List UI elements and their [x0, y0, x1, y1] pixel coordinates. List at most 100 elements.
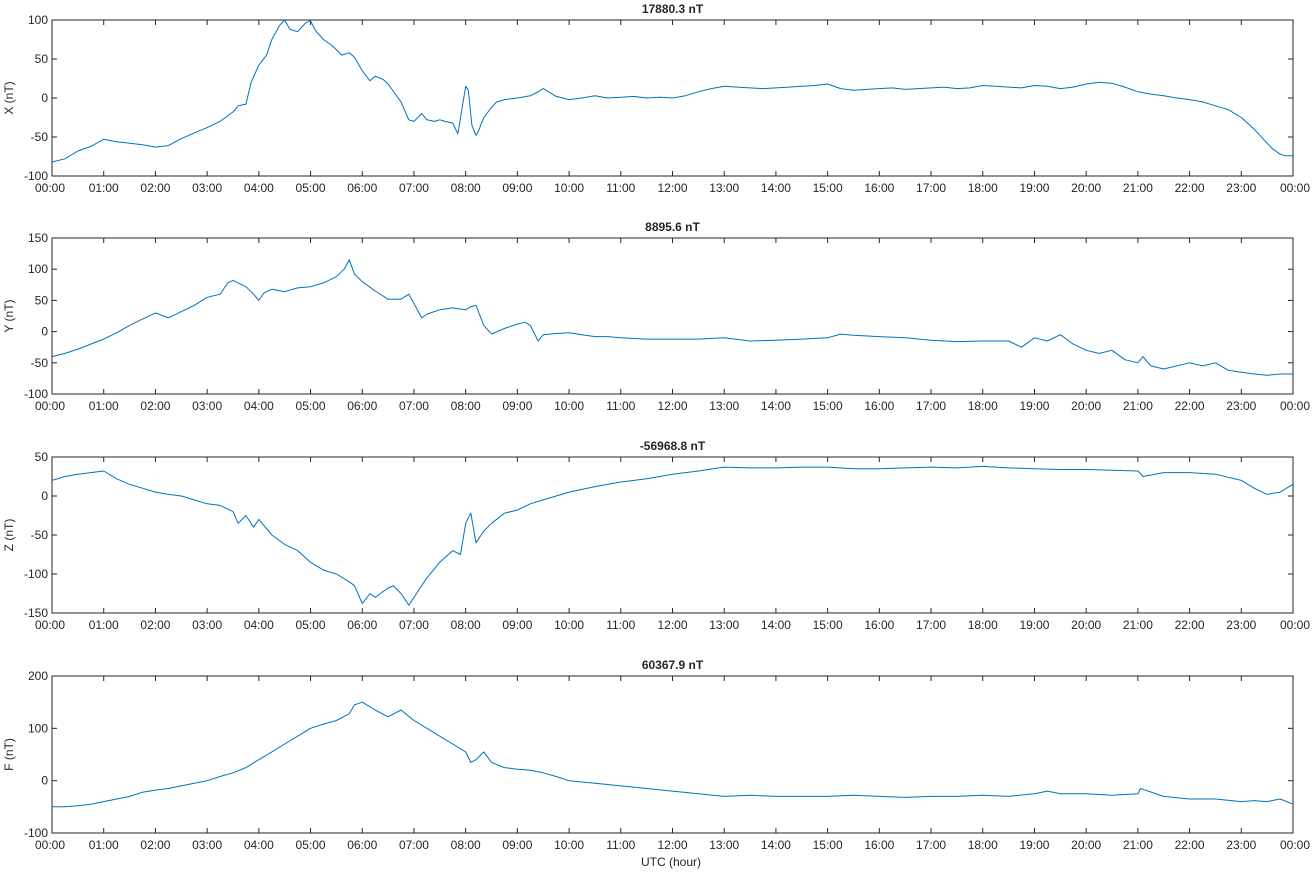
x-tick-label: 06:00	[347, 181, 377, 195]
y-tick-label: 0	[41, 774, 48, 788]
x-tick-label: 20:00	[1071, 181, 1101, 195]
series-line-1	[51, 259, 1293, 376]
x-tick-label: 00:00	[35, 181, 65, 195]
x-tick-label: 12:00	[657, 181, 687, 195]
x-tick-label: 01:00	[89, 181, 119, 195]
x-tick-label: 19:00	[1019, 181, 1049, 195]
x-tick-label: 05:00	[296, 618, 326, 632]
x-tick-label: 00:00	[1280, 399, 1310, 413]
x-tick-label: 22:00	[1175, 181, 1205, 195]
x-axis-label: UTC (hour)	[641, 855, 701, 869]
y-tick-label: 100	[28, 262, 48, 276]
x-tick-label: 04:00	[244, 399, 274, 413]
x-tick-label: 15:00	[813, 618, 843, 632]
x-tick-label: 06:00	[347, 399, 377, 413]
subplot-3: -56968.8 nT Z (nT) -150 -100 -50 0 50 00:00 01:0…	[2, 439, 1310, 632]
series-line-1	[52, 701, 1294, 808]
x-tick-label: 00:00	[1280, 618, 1310, 632]
x-tick-label: 07:00	[399, 181, 429, 195]
x-tick-label: 02:00	[140, 838, 170, 852]
x-tick-label: 06:00	[347, 838, 377, 852]
x-tick-label: 10:00	[554, 618, 584, 632]
y-tick-label: 100	[28, 13, 48, 27]
x-tick-label: 09:00	[502, 838, 532, 852]
x-tick-label: 17:00	[916, 399, 946, 413]
x-tick-label: 11:00	[606, 618, 635, 632]
x-tick-label: 17:00	[916, 618, 946, 632]
x-tick-label: 16:00	[864, 181, 894, 195]
x-tick-label: 21:00	[1123, 399, 1153, 413]
y-tick-label: -150	[24, 606, 48, 620]
x-tick-label: 20:00	[1071, 399, 1101, 413]
x-tick-label: 19:00	[1019, 399, 1049, 413]
x-tick-label: 15:00	[813, 181, 843, 195]
x-tick-label: 20:00	[1071, 838, 1101, 852]
x-tick-label: 03:00	[192, 181, 222, 195]
y-tick-label: -50	[31, 130, 49, 144]
y-tick-label: -50	[31, 528, 49, 542]
x-tick-label: 14:00	[761, 618, 791, 632]
series-line-1	[51, 19, 1293, 163]
subplot-title: 17880.3 nT	[642, 2, 704, 16]
x-tick-label: 09:00	[502, 399, 532, 413]
x-tick-label: 19:00	[1019, 618, 1049, 632]
x-tick-label: 23:00	[1226, 181, 1256, 195]
x-tick-label: 16:00	[864, 618, 894, 632]
x-tick-label: 22:00	[1175, 399, 1205, 413]
y-tick-label: -100	[24, 387, 48, 401]
x-tick-label: 23:00	[1226, 618, 1256, 632]
x-tick-label: 04:00	[244, 618, 274, 632]
subplot-title: -56968.8 nT	[640, 439, 706, 453]
x-tick-label: 23:00	[1226, 399, 1256, 413]
x-tick-label: 10:00	[554, 181, 584, 195]
y-axis-label: Y (nT)	[2, 299, 16, 332]
x-tick-label: 00:00	[35, 618, 65, 632]
y-tick-label: 50	[35, 52, 49, 66]
y-tick-label: -100	[24, 169, 48, 183]
x-tick-label: 18:00	[968, 618, 998, 632]
x-tick-label: 01:00	[89, 618, 119, 632]
x-tick-label: 13:00	[709, 838, 739, 852]
x-tick-label: 07:00	[399, 618, 429, 632]
x-tick-label: 11:00	[606, 181, 635, 195]
x-tick-label: 00:00	[35, 399, 65, 413]
y-tick-label: 150	[28, 231, 48, 245]
x-tick-label: 21:00	[1123, 181, 1153, 195]
series-line-1	[51, 465, 1294, 606]
x-tick-label: 00:00	[1280, 181, 1310, 195]
subplot-1: 17880.3 nT X (nT) -100 -50 0 50 100 00:00 01:00 0…	[2, 2, 1310, 195]
x-tick-label: 14:00	[761, 181, 791, 195]
subplot-panels: 17880.3 nT X (nT) -100 -50 0 50 100 00:00 01:00 0…	[2, 2, 1310, 852]
y-tick-label: 50	[35, 293, 49, 307]
x-tick-label: 16:00	[864, 399, 894, 413]
y-tick-label: 100	[28, 721, 48, 735]
x-tick-label: 12:00	[657, 399, 687, 413]
x-tick-label: 11:00	[606, 399, 635, 413]
x-tick-label: 01:00	[89, 399, 119, 413]
x-tick-label: 12:00	[657, 618, 687, 632]
x-tick-label: 10:00	[554, 838, 584, 852]
x-tick-label: 03:00	[192, 838, 222, 852]
x-tick-label: 16:00	[864, 838, 894, 852]
x-tick-label: 06:00	[347, 618, 377, 632]
x-tick-label: 05:00	[296, 181, 326, 195]
y-tick-label: -100	[24, 826, 48, 840]
x-tick-label: 14:00	[761, 399, 791, 413]
x-tick-label: 08:00	[451, 181, 481, 195]
x-tick-label: 18:00	[968, 838, 998, 852]
x-tick-label: 01:00	[89, 838, 119, 852]
x-tick-label: 08:00	[451, 399, 481, 413]
x-tick-label: 03:00	[192, 618, 222, 632]
x-tick-label: 07:00	[399, 838, 429, 852]
x-tick-label: 12:00	[657, 838, 687, 852]
subplot-4: 60367.9 nT F (nT) -100 0 100 200 00:00 01:00 02:…	[2, 658, 1310, 852]
x-tick-label: 11:00	[606, 838, 635, 852]
x-tick-label: 03:00	[192, 399, 222, 413]
x-tick-label: 15:00	[813, 838, 843, 852]
subplot-2: 8895.6 nT Y (nT) -100 -50 0 50 100 150 00:00 01:0…	[2, 220, 1310, 413]
x-tick-label: 00:00	[35, 838, 65, 852]
x-tick-label: 02:00	[140, 399, 170, 413]
y-tick-label: 200	[28, 669, 48, 683]
x-tick-label: 19:00	[1019, 838, 1049, 852]
